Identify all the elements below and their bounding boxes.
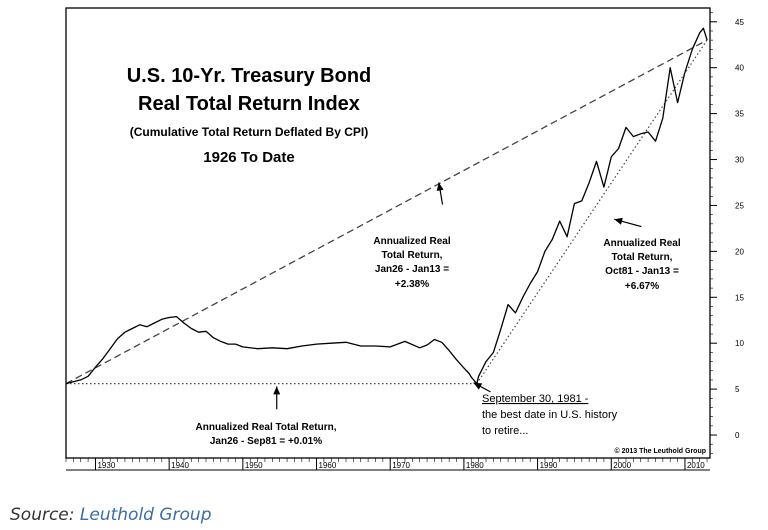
annotation-retire-line-2: the best date in U.S. history [482,409,618,421]
y-ticks: 0 5 10 15 20 25 30 35 40 45 [710,12,744,454]
annotation-recent-line-4: +6.67% [625,281,659,292]
chart: 1930 1940 1950 1960 1970 1980 1990 2000 2010 051… [65,7,744,471]
annotation-recent-line-2: Total Return, [612,252,673,263]
y-tick-label: 10 [735,339,744,348]
source-label: Source: [10,505,75,525]
arrowhead-recent [614,217,623,225]
arrowhead-total [436,182,444,191]
annotation-total-line-3: Jan26 - Jan13 = [375,264,449,275]
x-tick-label: 2000 [613,461,631,470]
annotation-total-line-2: Total Return, [382,250,443,261]
y-tick-label: 0 [735,431,740,440]
annotation-recent-line-1: Annualized Real [603,238,680,249]
annotation-retire-line-1: September 30, 1981 - [482,393,589,405]
annotation-total-return: Annualized Real Total Return, Jan26 - Ja… [373,236,450,290]
x-ticks: 1930 1940 1950 1960 1970 1980 1990 2000 2010 [65,458,708,470]
annotation-recent-line-3: Oct81 - Jan13 = [605,266,679,277]
y-tick-label: 40 [735,64,744,73]
chart-title-line-2: Real Total Return Index [138,93,360,115]
annotation-early-line-2: Jan26 - Sep81 = +0.01% [210,436,322,447]
annotation-retire: September 30, 1981 - the best date in U.… [482,393,618,437]
x-tick-label: 1980 [466,461,484,470]
x-tick-label: 2010 [687,461,705,470]
chart-date-range: 1926 To Date [203,149,294,166]
x-tick-label: 1950 [245,461,263,470]
x-tick-label: 1990 [540,461,558,470]
x-tick-label: 1940 [171,461,189,470]
annotation-early-line-1: Annualized Real Total Return, [196,422,337,433]
y-tick-label: 35 [735,110,744,119]
annotation-retire-line-3: to retire... [482,425,528,437]
y-tick-label: 15 [735,293,744,302]
x-tick-label: 1930 [97,461,115,470]
series-line [65,27,708,385]
trend-line-dotted [476,39,708,384]
arrowhead-early [273,386,281,395]
chart-subtitle: (Cumulative Total Return Deflated By CPI… [130,125,368,139]
annotation-total-line-1: Annualized Real [373,236,450,247]
y-tick-label: 20 [735,247,744,256]
y-tick-label: 30 [735,156,744,165]
source-link[interactable]: Leuthold Group [79,505,212,525]
annotation-arrows [273,182,642,410]
y-tick-label: 25 [735,201,744,210]
annotation-recent-return: Annualized Real Total Return, Oct81 - Ja… [603,238,680,292]
x-tick-label: 1970 [392,461,410,470]
y-tick-label: 5 [735,385,740,394]
copyright-text: © 2013 The Leuthold Group [615,447,707,455]
source-line: Source: Leuthold Group [10,505,212,525]
trend-lines [65,39,708,385]
annotation-total-line-4: +2.38% [395,279,429,290]
annotation-early-return: Annualized Real Total Return, Jan26 - Se… [196,422,337,447]
arrowhead-retire [473,382,483,390]
x-tick-label: 1960 [319,461,337,470]
chart-title-line-1: U.S. 10-Yr. Treasury Bond [127,65,372,87]
y-tick-label: 45 [735,18,744,27]
trend-line-dashed [65,39,708,385]
